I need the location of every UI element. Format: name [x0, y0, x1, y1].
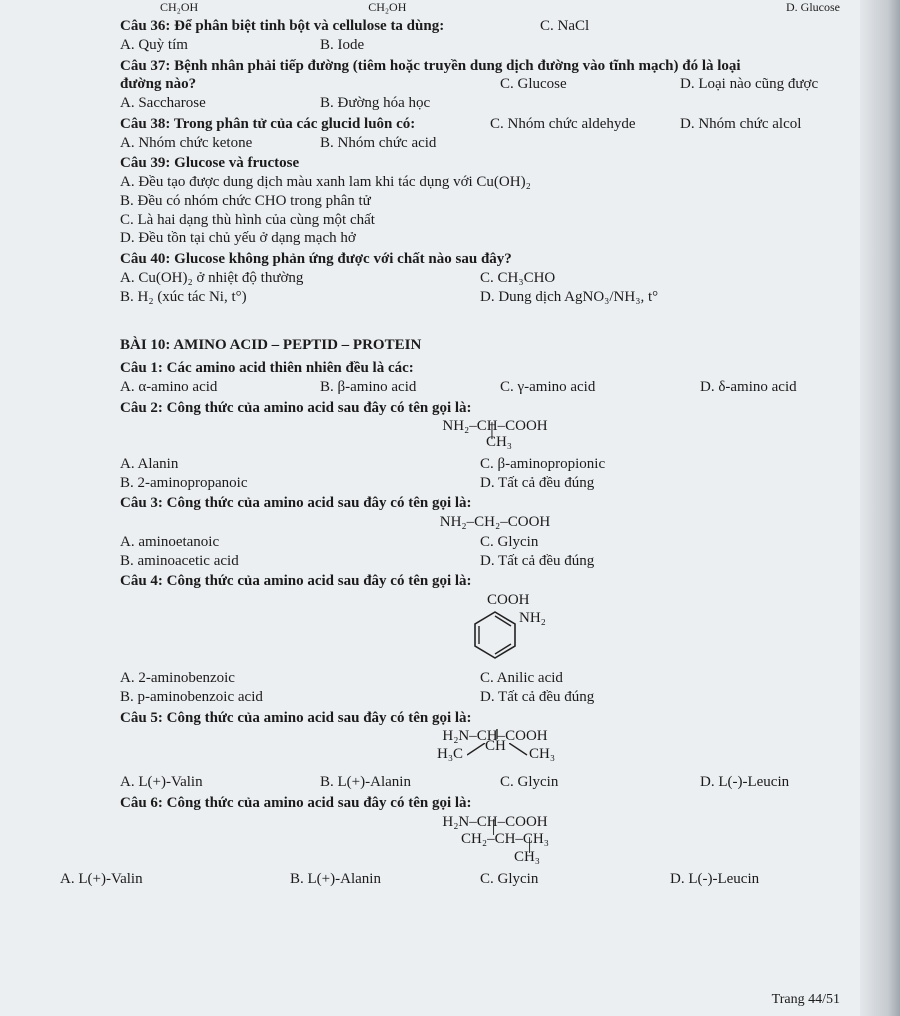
q36-title: Câu 36: Để phân biệt tinh bột và cellulo… [120, 17, 540, 36]
exam-page: CH₂OH CH₂OH D. Glucose Câu 36: Để phân b… [0, 0, 900, 1016]
q4-block: Câu 4: Công thức của amino acid sau đây … [120, 572, 870, 706]
q39-b: B. Đều có nhóm chức CHO trong phân tử [120, 192, 870, 211]
q5-c: C. Glycin [500, 773, 700, 792]
q6-block: Câu 6: Công thức của amino acid sau đây … [120, 794, 870, 889]
q39-title: Câu 39: Glucose và fructose [120, 154, 870, 173]
q4-a: A. 2-aminobenzoic [120, 669, 480, 688]
q39-a: A. Đều tạo được dung dịch màu xanh lam k… [120, 173, 870, 192]
q36-opts: A. Quỳ tím B. Iode [120, 36, 870, 55]
q37-c: C. Glucose [500, 75, 680, 94]
q5-b: B. L(+)-Alanin [320, 773, 500, 792]
q38-a: A. Nhóm chức ketone [120, 134, 320, 153]
q4-nh2: NH₂ [519, 611, 546, 627]
q1-block: Câu 1: Các amino acid thiên nhiên đều là… [120, 359, 870, 397]
q1-b: B. β-amino acid [320, 378, 500, 397]
q2-a: A. Alanin [120, 455, 480, 474]
bond-vertical-icon [495, 729, 499, 739]
q1-a: A. α-amino acid [120, 378, 320, 397]
q37-a: A. Saccharose [120, 94, 320, 113]
q3-title: Câu 3: Công thức của amino acid sau đây … [120, 494, 870, 513]
q4-structure: COOH NH₂ [120, 593, 870, 663]
q6-formula-2: CH₂–CH–CH₃ [461, 831, 549, 847]
q38-block: Câu 38: Trong phân tử của các glucid luô… [120, 115, 870, 153]
q6-c: C. Glycin [480, 870, 670, 889]
stub-ch2oh-1: CH₂OH [160, 0, 198, 15]
q40-d: D. Dung dịch AgNO₃/NH₃, t° [480, 288, 658, 307]
q37-b: B. Đường hóa học [320, 94, 500, 113]
q37-block: Câu 37: Bệnh nhân phải tiếp đường (tiêm … [120, 57, 870, 113]
benzene-ring-icon [470, 609, 520, 659]
q36-b: B. Iode [320, 36, 500, 55]
q39-d: D. Đều tồn tại chủ yếu ở dạng mạch hở [120, 229, 870, 248]
q6-title: Câu 6: Công thức của amino acid sau đây … [120, 794, 870, 813]
q37-d: D. Loại nào cũng được [680, 75, 818, 94]
q40-a: A. Cu(OH)₂ ở nhiệt độ thường [120, 269, 480, 288]
q37-title-2: đường nào? [120, 75, 500, 94]
stub-d-glucose: D. Glucose [786, 0, 840, 15]
q40-c: C. CH₃CHO [480, 269, 555, 288]
bond-up-left-icon [467, 743, 487, 757]
q36-line: Câu 36: Để phân biệt tinh bột và cellulo… [120, 17, 870, 36]
top-chem-stubs: CH₂OH CH₂OH D. Glucose [120, 0, 870, 15]
q2-d: D. Tất cả đều đúng [480, 474, 594, 493]
q37-title-1: Câu 37: Bệnh nhân phải tiếp đường (tiêm … [120, 57, 870, 76]
q3-block: Câu 3: Công thức của amino acid sau đây … [120, 494, 870, 570]
bond-up-right-icon [509, 743, 529, 757]
q36-a: A. Quỳ tím [120, 36, 320, 55]
q6-b: B. L(+)-Alanin [290, 870, 480, 889]
q38-c: C. Nhóm chức aldehyde [490, 115, 680, 134]
q1-title: Câu 1: Các amino acid thiên nhiên đều là… [120, 359, 870, 378]
q37-row3: A. Saccharose B. Đường hóa học [120, 94, 870, 113]
q5-ch3: CH₃ [529, 747, 555, 763]
q39-block: Câu 39: Glucose và fructose A. Đều tạo đ… [120, 154, 870, 248]
q3-b: B. aminoacetic acid [120, 552, 480, 571]
q4-d: D. Tất cả đều đúng [480, 688, 594, 707]
q38-d: D. Nhóm chức alcol [680, 115, 801, 134]
q38-title: Câu 38: Trong phân tử của các glucid luô… [120, 115, 490, 134]
q3-c: C. Glycin [480, 533, 538, 552]
q2-block: Câu 2: Công thức của amino acid sau đây … [120, 399, 870, 493]
q40-b: B. H₂ (xúc tác Ni, t°) [120, 288, 480, 307]
q40-title: Câu 40: Glucose không phản ứng được với … [120, 250, 870, 269]
q5-h3c: H₃C [437, 747, 463, 763]
q5-ch: CH [485, 739, 506, 755]
q39-c: C. Là hai dạng thù hình của cùng một chấ… [120, 211, 870, 230]
q3-d: D. Tất cả đều đúng [480, 552, 594, 571]
q6-d: D. L(-)-Leucin [670, 870, 759, 889]
q38-b: B. Nhóm chức acid [320, 134, 500, 153]
q40-block: Câu 40: Glucose không phản ứng được với … [120, 250, 870, 306]
q5-formula-2: H₃C CH CH₃ [120, 747, 870, 767]
stub-ch2oh-2: CH₂OH [368, 0, 406, 15]
q3-a: A. aminoetanoic [120, 533, 480, 552]
q36-c: C. NaCl [540, 17, 680, 36]
q4-cooh: COOH [487, 593, 530, 609]
q37-row2: đường nào? C. Glucose D. Loại nào cũng đ… [120, 75, 870, 94]
q5-d: D. L(-)-Leucin [700, 773, 870, 792]
page-number: Trang 44/51 [772, 991, 840, 1009]
q1-c: C. γ-amino acid [500, 378, 700, 397]
q5-a: A. L(+)-Valin [120, 773, 320, 792]
q1-d: D. δ-amino acid [700, 378, 870, 397]
q5-title: Câu 5: Công thức của amino acid sau đây … [120, 709, 870, 728]
q6-a: A. L(+)-Valin [60, 870, 290, 889]
q2-b: B. 2-aminopropanoic [120, 474, 480, 493]
q4-b: B. p-aminobenzoic acid [120, 688, 480, 707]
q6-formula-3: CH₃ [514, 849, 540, 865]
lesson-title: BÀI 10: AMINO ACID – PEPTID – PROTEIN [120, 336, 870, 355]
q3-formula: NH₂–CH₂–COOH [120, 515, 870, 531]
q2-bond: │ [487, 425, 497, 440]
q4-c: C. Anilic acid [480, 669, 563, 688]
q2-title: Câu 2: Công thức của amino acid sau đây … [120, 399, 870, 418]
q2-c: C. β-aminopropionic [480, 455, 605, 474]
q4-title: Câu 4: Công thức của amino acid sau đây … [120, 572, 870, 591]
q5-block: Câu 5: Công thức của amino acid sau đây … [120, 709, 870, 792]
